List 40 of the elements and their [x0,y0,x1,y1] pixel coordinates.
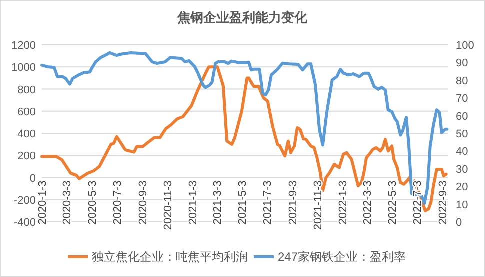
y2-tick-label: 20 [456,182,468,194]
y-tick-label: 1200 [12,40,36,52]
y-tick-label: 200 [18,150,36,163]
x-tick-label: 2020-5-3 [86,180,99,225]
x-tick-label: 2022-7-3 [412,180,424,225]
x-tick-label: 2022-9-3 [438,180,450,225]
y2-tick-label: 90 [456,58,468,70]
y-tick-label: -400 [14,217,36,229]
y2-tick-label: 100 [456,40,474,52]
y2-tick-label: 50 [456,128,468,140]
legend-label: 247家钢铁企业：盈利率 [278,250,406,264]
x-tick-label: 2022-5-3 [387,180,400,225]
y2-tick-label: 40 [456,146,468,158]
x-tick-label: 2020-1-3 [37,180,49,225]
x-tick-label: 2021-11-3 [312,180,325,230]
y2-tick-label: 70 [456,93,468,106]
x-tick-label: 2021-1-3 [188,180,200,225]
chart-title: 焦钢企业盈利能力变化 [176,10,308,25]
y2-tick-label: 0 [456,217,462,229]
legend-label: 独立焦化企业：吨焦平均利润 [92,250,248,264]
x-tick-label: 2021-7-3 [262,180,274,225]
y-tick-label: 800 [18,84,36,96]
y2-tick-label: 10 [456,199,468,212]
y2-tick-label: 60 [456,110,468,123]
x-tick-label: 2021-3-3 [212,180,224,225]
y2-tick-label: 30 [456,164,468,176]
x-tick-label: 2020-9-3 [137,180,150,225]
x-tick-label: 2022-1-3 [338,180,350,225]
y-tick-label: 400 [18,128,36,140]
y-tick-label: 1000 [12,62,36,74]
y-tick-label: 0 [30,172,36,185]
x-tick-label: 2020-11-3 [162,180,174,230]
x-tick-label: 2020-3-3 [62,180,74,225]
x-tick-label: 2020-7-3 [112,180,124,225]
y-tick-label: -200 [14,194,36,207]
x-tick-label: 2021-9-3 [288,180,300,225]
x-tick-label: 2022-3-3 [362,180,374,225]
y2-tick-label: 80 [456,75,468,88]
x-tick-label: 2021-5-3 [236,180,249,225]
y-tick-label: 600 [18,106,36,118]
